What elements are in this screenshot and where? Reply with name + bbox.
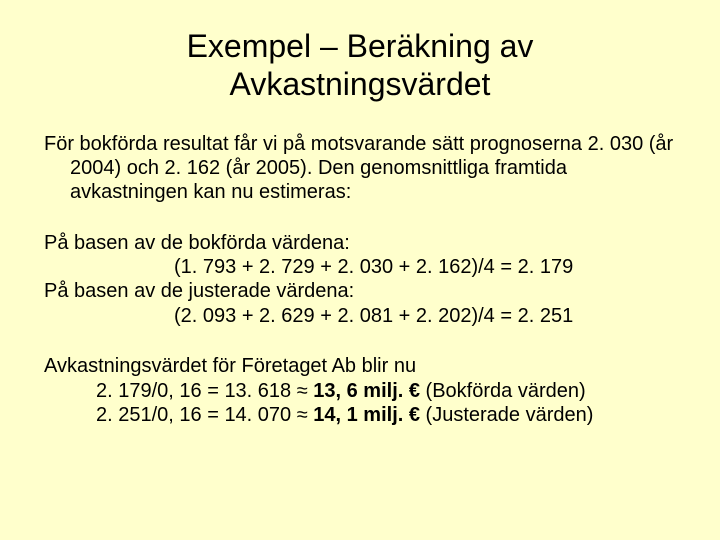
- title-line-2: Avkastningsvärdet: [230, 66, 491, 102]
- para3-book: 2. 179/0, 16 = 13. 618 ≈ 13, 6 milj. € (…: [44, 379, 676, 403]
- slide: Exempel – Beräkning av Avkastningsvärdet…: [0, 0, 720, 540]
- para3-book-b: 13, 6 milj. €: [313, 380, 420, 402]
- para2-eq-book: (1. 793 + 2. 729 + 2. 030 + 2. 162)/4 = …: [44, 255, 676, 279]
- para2-intro-book: På basen av de bokförda värdena:: [44, 232, 350, 254]
- para2-intro-adj: På basen av de justerade värdena:: [44, 280, 354, 302]
- paragraph-2: På basen av de bokförda värdena: (1. 793…: [44, 231, 676, 329]
- para3-adj-b: 14, 1 milj. €: [313, 404, 420, 426]
- para3-book-c: (Bokförda värden): [420, 380, 586, 402]
- paragraph-1: För bokförda resultat får vi på motsvara…: [44, 132, 676, 205]
- paragraph-3: Avkastningsvärdet för Företaget Ab blir …: [44, 354, 676, 427]
- para3-adj-c: (Justerade värden): [420, 404, 593, 426]
- title-line-1: Exempel – Beräkning av: [187, 28, 534, 64]
- para3-book-a: 2. 179/0, 16 = 13. 618 ≈: [96, 380, 313, 402]
- para3-adj-a: 2. 251/0, 16 = 14. 070 ≈: [96, 404, 313, 426]
- para2-eq-adj: (2. 093 + 2. 629 + 2. 081 + 2. 202)/4 = …: [44, 304, 676, 328]
- para3-adj: 2. 251/0, 16 = 14. 070 ≈ 14, 1 milj. € (…: [44, 403, 676, 427]
- para3-intro: Avkastningsvärdet för Företaget Ab blir …: [44, 355, 416, 377]
- slide-title: Exempel – Beräkning av Avkastningsvärdet: [44, 28, 676, 104]
- para1-text: För bokförda resultat får vi på motsvara…: [44, 132, 676, 205]
